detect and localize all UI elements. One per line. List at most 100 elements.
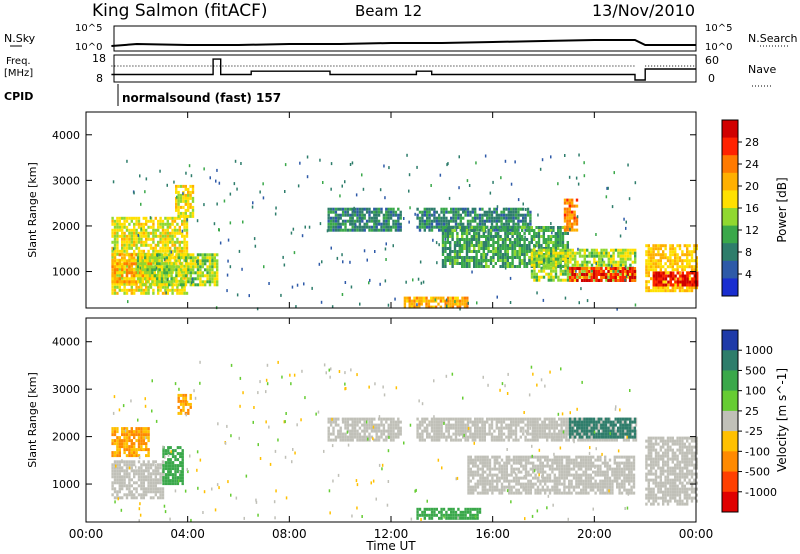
range-cell [418,210,422,214]
range-cell [536,426,539,430]
range-cell [519,420,522,424]
range-cell [474,464,477,468]
range-cell [461,256,464,259]
range-cell [147,460,150,464]
range-cell [179,399,183,403]
range-cell [156,280,159,284]
range-cell [571,267,574,270]
range-cell [601,420,604,424]
range-cell [428,222,431,226]
range-cell [156,274,159,278]
range-cell [140,475,143,479]
range-cell [385,210,388,214]
range-cell [693,259,696,263]
range-cell [557,241,560,244]
range-cell [695,247,698,251]
range-cell [522,482,525,486]
range-cell [435,426,438,430]
range-cell [501,238,505,241]
range-cell [593,260,596,264]
range-cell [459,429,462,433]
range-cell [501,241,505,244]
range-cell [486,210,489,214]
range-cell [177,253,180,257]
scatter-cell [227,259,229,263]
range-cell [481,228,484,232]
scatter-cell [209,176,211,180]
range-cell [567,420,570,424]
range-cell [159,490,162,494]
range-cell [568,267,572,270]
range-cell [566,225,569,229]
range-cell [524,216,527,220]
range-cell [177,205,180,209]
range-cell [475,256,478,259]
scatter-cell [319,158,321,162]
range-cell [121,256,124,260]
range-cell [671,286,674,290]
range-cell [450,417,453,421]
range-cell [453,241,457,244]
range-cell [164,222,167,226]
range-cell [469,426,472,430]
range-cell [394,213,398,217]
range-cell [176,237,179,241]
range-cell [494,241,497,244]
range-cell [166,258,169,262]
range-cell [557,278,560,282]
range-cell [566,201,569,205]
range-cell [504,256,507,259]
range-cell [194,271,197,275]
range-cell [517,482,520,486]
range-cell [451,296,455,300]
range-cell [488,423,491,427]
range-cell [184,214,187,218]
range-cell [433,225,436,229]
range-cell [450,423,453,427]
range-cell [586,248,589,252]
range-cell [452,216,455,220]
range-cell [474,429,477,433]
range-cell [181,455,184,459]
range-cell [647,262,650,266]
range-cell [118,487,121,491]
range-cell [444,235,447,238]
range-cell [588,270,591,273]
range-cell [583,248,586,252]
range-cell [332,228,335,232]
range-cell [433,210,436,214]
range-cell [442,296,445,300]
range-cell [137,240,141,244]
scatter-cell [624,265,627,269]
scatter-cell [338,218,340,222]
range-cell [164,449,168,453]
range-cell [657,271,660,275]
range-cell [664,247,667,251]
range-cell [339,438,342,442]
range-cell [520,461,523,465]
range-cell [410,299,414,303]
range-cell [465,247,469,250]
range-cell [476,470,480,474]
range-cell [135,487,138,491]
range-cell [397,432,400,436]
range-cell [615,420,618,424]
range-cell [128,430,131,434]
range-cell [624,272,627,276]
range-cell [582,417,585,421]
range-cell [572,435,575,439]
range-cell [517,458,520,462]
range-cell [130,445,133,449]
range-cell [549,241,553,244]
range-cell [139,280,142,284]
range-cell [590,279,593,282]
range-cell [211,265,214,269]
range-cell [458,305,462,309]
range-cell [164,464,168,468]
range-cell [334,423,338,427]
range-cell [622,254,625,258]
range-cell [444,244,447,247]
range-cell [373,429,376,433]
range-cell [505,467,508,471]
range-cell [469,213,472,217]
